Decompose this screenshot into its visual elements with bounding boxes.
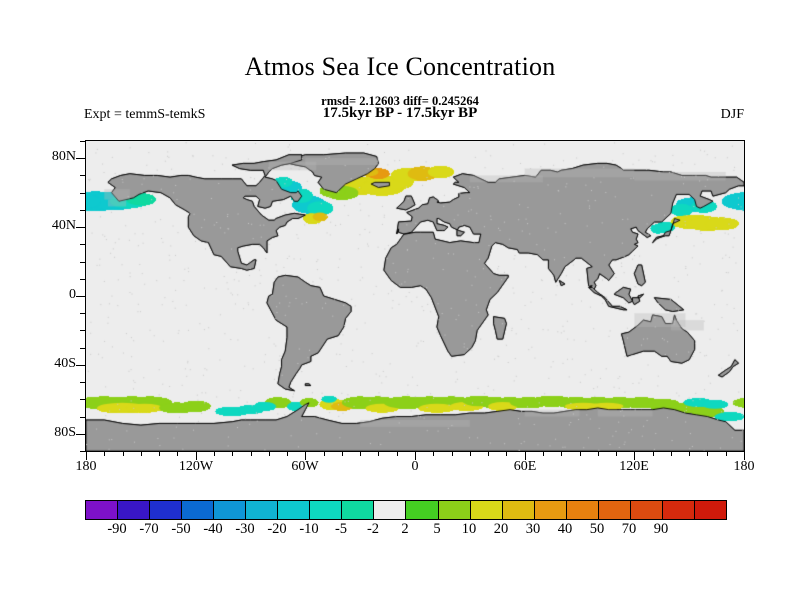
x-axis-tick <box>251 451 252 456</box>
x-axis-tick <box>177 451 178 456</box>
x-axis-tick <box>598 451 599 456</box>
y-axis-tick <box>80 330 85 331</box>
x-axis-tick <box>104 451 105 456</box>
x-axis-label: 60W <box>265 459 345 475</box>
x-axis-label: 180 <box>704 459 784 475</box>
colorbar-tick-label: 90 <box>631 521 691 538</box>
y-axis-label: 80N <box>16 149 76 165</box>
colorbar <box>85 500 727 520</box>
y-axis-tick <box>80 141 85 142</box>
y-axis-tick <box>80 417 85 418</box>
x-axis-label: 120W <box>156 459 236 475</box>
y-axis-tick <box>80 175 85 176</box>
x-axis-tick <box>159 451 160 456</box>
colorbar-swatch <box>631 501 663 519</box>
colorbar-swatch <box>182 501 214 519</box>
y-axis-tick <box>80 193 85 194</box>
x-axis-tick <box>671 451 672 456</box>
colorbar-swatch <box>439 501 471 519</box>
colorbar-swatch <box>663 501 695 519</box>
y-axis-tick <box>80 451 85 452</box>
y-axis-tick <box>80 244 85 245</box>
y-axis-tick <box>76 434 85 435</box>
y-axis-tick <box>80 313 85 314</box>
x-axis-tick <box>580 451 581 456</box>
x-axis-tick <box>506 451 507 456</box>
x-axis-tick <box>360 451 361 456</box>
x-axis-tick <box>269 451 270 456</box>
y-axis-tick <box>80 348 85 349</box>
colorbar-swatch <box>86 501 118 519</box>
x-axis-label: 0 <box>375 459 455 475</box>
x-axis-tick <box>433 451 434 456</box>
x-axis-tick <box>543 451 544 456</box>
colorbar-swatch <box>374 501 406 519</box>
colorbar-swatch <box>246 501 278 519</box>
experiment-label: Expt = temmS-temkS <box>84 107 205 123</box>
season-label: DJF <box>721 107 744 123</box>
page-title: Atmos Sea Ice Concentration <box>0 52 800 82</box>
x-axis-tick <box>452 451 453 456</box>
colorbar-swatch <box>342 501 374 519</box>
x-axis-tick <box>214 451 215 456</box>
x-axis-tick <box>397 451 398 456</box>
x-axis-tick <box>689 451 690 456</box>
x-axis-tick <box>123 451 124 456</box>
colorbar-swatch <box>695 501 726 519</box>
colorbar-swatch <box>214 501 246 519</box>
colorbar-swatch <box>599 501 631 519</box>
y-axis-tick <box>76 158 85 159</box>
x-axis-tick <box>287 451 288 456</box>
colorbar-swatch <box>535 501 567 519</box>
x-axis-tick <box>470 451 471 456</box>
y-axis-tick <box>76 365 85 366</box>
y-axis-label: 40S <box>16 356 76 372</box>
x-axis-tick <box>616 451 617 456</box>
x-axis-tick <box>232 451 233 456</box>
y-axis-tick <box>80 279 85 280</box>
x-axis-tick <box>707 451 708 456</box>
x-axis-tick <box>141 451 142 456</box>
x-axis-label: 180 <box>46 459 126 475</box>
map-raster <box>86 141 744 451</box>
x-axis-tick <box>342 451 343 456</box>
x-axis-tick <box>378 451 379 456</box>
y-axis-label: 40N <box>16 218 76 234</box>
colorbar-swatch <box>118 501 150 519</box>
y-axis-label: 0 <box>16 287 76 303</box>
figure-page: Atmos Sea Ice Concentration rmsd= 2.1260… <box>0 0 800 600</box>
y-axis-tick <box>76 227 85 228</box>
x-axis-label: 120E <box>594 459 674 475</box>
colorbar-swatch <box>310 501 342 519</box>
x-axis-tick <box>561 451 562 456</box>
colorbar-swatch <box>567 501 599 519</box>
x-axis-label: 60E <box>485 459 565 475</box>
y-axis-tick <box>80 210 85 211</box>
colorbar-swatch <box>503 501 535 519</box>
x-axis-tick <box>653 451 654 456</box>
y-axis-tick <box>80 262 85 263</box>
colorbar-swatch <box>150 501 182 519</box>
y-axis-tick <box>80 399 85 400</box>
world-map-plot <box>85 140 745 452</box>
x-axis-tick <box>324 451 325 456</box>
y-axis-label: 80S <box>16 425 76 441</box>
x-axis-tick <box>488 451 489 456</box>
y-axis-tick <box>80 382 85 383</box>
colorbar-swatch <box>278 501 310 519</box>
y-axis-tick <box>76 296 85 297</box>
colorbar-swatch <box>471 501 503 519</box>
colorbar-swatch <box>406 501 438 519</box>
x-axis-tick <box>726 451 727 456</box>
